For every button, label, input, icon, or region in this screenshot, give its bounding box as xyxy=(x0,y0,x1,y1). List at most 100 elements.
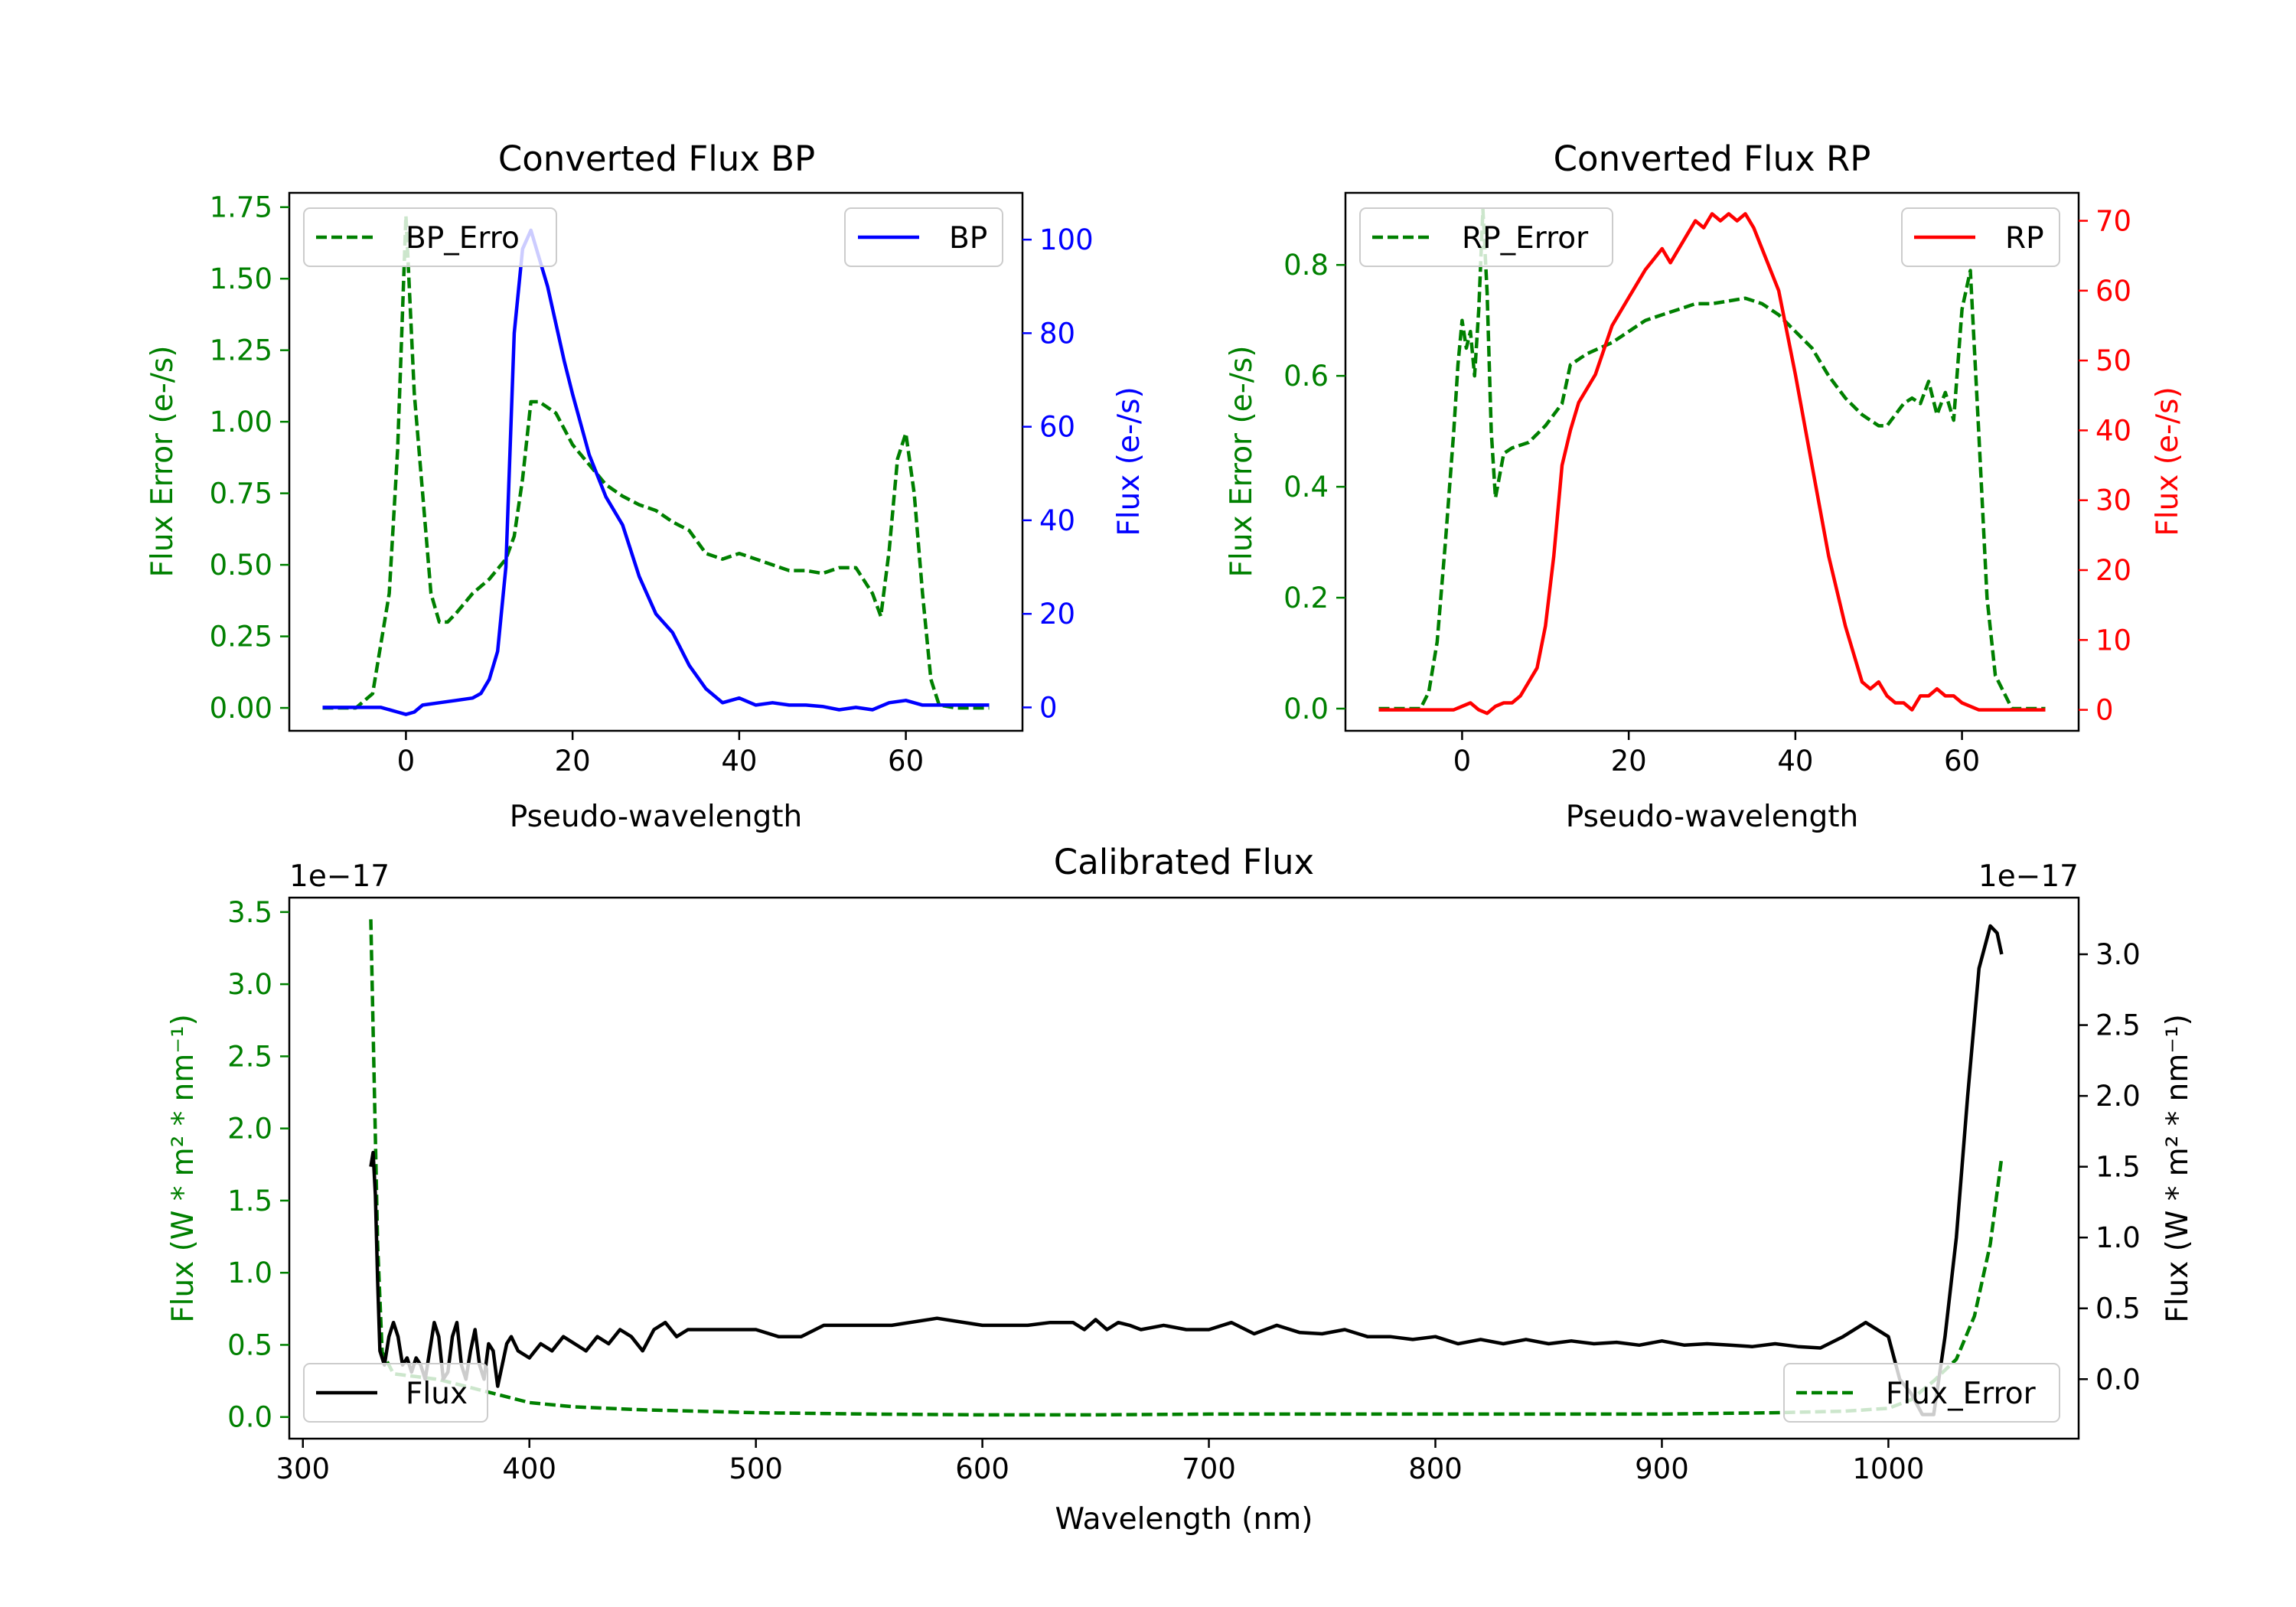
cal-right-y-tick-label: 2.0 xyxy=(2095,1080,2141,1113)
bp-right-y-tick-label: 20 xyxy=(1039,598,1075,631)
rp-x-axis-label: Pseudo-wavelength xyxy=(1566,800,1858,834)
cal-right-y-ticks: 0.0 0.5 1.0 1.5 2.0 2.5 3.0 xyxy=(2079,938,2141,1396)
cal-x-tick-label: 400 xyxy=(502,1452,556,1485)
rp-left-y-tick-label: 0.8 xyxy=(1283,249,1329,282)
cal-x-tick-label: 800 xyxy=(1408,1452,1463,1485)
panel-rp: Converted Flux RP 0 20 40 60 0.00.20.40.60.… xyxy=(1225,139,2185,834)
bp-left-y-tick-label: 0.00 xyxy=(210,692,272,725)
cal-left-y-tick-label: 0.5 xyxy=(227,1328,272,1361)
cal-x-axis-label: Wavelength (nm) xyxy=(1055,1502,1313,1537)
bp-frame xyxy=(288,191,1024,732)
cal-right-offset-label: 1e−17 xyxy=(1978,859,2079,894)
bp-right-y-ticks: 0 20 40 60 80 100 xyxy=(1022,223,1094,724)
rp-right-y-tick-label: 60 xyxy=(2095,275,2131,308)
rp-x-tick-label: 60 xyxy=(1944,745,1980,777)
bp-right-y-tick-label: 40 xyxy=(1039,504,1075,537)
rp-x-ticks: 0 20 40 60 xyxy=(1453,731,1980,777)
cal-right-y-tick-label: 1.5 xyxy=(2095,1151,2141,1184)
rp-left-y-tick-label: 0.6 xyxy=(1283,360,1329,393)
rp-series-rp-line xyxy=(1378,212,2046,715)
rp-frame xyxy=(1344,191,2080,732)
cal-left-y-tick-label: 1.5 xyxy=(227,1185,272,1217)
rp-right-y-tick-label: 40 xyxy=(2095,414,2131,447)
rp-x-tick-label: 0 xyxy=(1453,745,1472,777)
rp-right-y-tick-label: 30 xyxy=(2095,484,2131,517)
cal-frame xyxy=(288,896,2080,1440)
rp-legend-error: RP_Error xyxy=(1359,207,1613,267)
bp-right-y-tick-label: 0 xyxy=(1039,691,1058,724)
bp-x-axis-label: Pseudo-wavelength xyxy=(510,800,802,834)
cal-left-y-ticks: 0.0 0.5 1.0 1.5 2.0 2.5 3.0 3.5 xyxy=(227,896,289,1434)
cal-right-y-tick-label: 0.5 xyxy=(2095,1292,2141,1325)
rp-series-rp-error-line xyxy=(1378,207,2046,711)
cal-title: Calibrated Flux xyxy=(1054,842,1314,882)
cal-x-tick-label: 600 xyxy=(955,1452,1009,1485)
cal-left-y-tick-label: 3.0 xyxy=(227,968,272,1001)
cal-legend-error: Flux_Error xyxy=(1783,1363,2060,1423)
bp-left-y-tick-label: 1.00 xyxy=(210,406,272,438)
cal-left-offset-label: 1e−17 xyxy=(289,859,390,894)
rp-title: Converted Flux RP xyxy=(1554,139,1871,179)
cal-x-tick-label: 300 xyxy=(276,1452,330,1485)
bp-x-tick-label: 20 xyxy=(555,745,591,777)
bp-title: Converted Flux BP xyxy=(498,139,815,179)
cal-x-tick-label: 900 xyxy=(1635,1452,1689,1485)
rp-x-tick-label: 40 xyxy=(1777,745,1813,777)
rp-legend-error-label: RP_Error xyxy=(1462,221,1589,256)
rp-right-y-tick-label: 50 xyxy=(2095,344,2131,377)
cal-right-y-tick-label: 3.0 xyxy=(2095,938,2141,971)
bp-left-y-tick-label: 0.25 xyxy=(210,621,272,654)
panel-calibrated: Calibrated Flux 1e−17 1e−17 300 400 500 600… xyxy=(166,842,2195,1537)
panel-bp: Converted Flux BP 0 20 40 60 0.000.250.500.… xyxy=(145,139,1146,834)
rp-right-y-axis-label: Flux (e-/s) xyxy=(2151,386,2185,536)
bp-x-tick-label: 40 xyxy=(721,745,757,777)
bp-left-y-tick-label: 0.50 xyxy=(210,549,272,582)
rp-right-y-ticks: 0 10 20 30 40 50 60 70 xyxy=(2079,205,2131,727)
cal-legend-error-label: Flux_Error xyxy=(1886,1377,2037,1411)
bp-left-y-axis-label: Flux Error (e-/s) xyxy=(145,346,180,578)
bp-x-tick-label: 60 xyxy=(888,745,924,777)
bp-right-y-tick-label: 100 xyxy=(1039,223,1094,256)
cal-left-y-tick-label: 1.0 xyxy=(227,1257,272,1289)
cal-legend-flux-label: Flux xyxy=(406,1377,468,1411)
bp-legend-error: BP_Erro xyxy=(303,207,557,267)
rp-plot-area xyxy=(1378,207,2046,715)
rp-legend-flux-label: RP xyxy=(2005,221,2044,256)
cal-right-y-tick-label: 0.0 xyxy=(2095,1363,2141,1396)
bp-x-tick-label: 0 xyxy=(397,745,416,777)
bp-legend-flux: BP xyxy=(844,207,1003,267)
bp-left-y-tick-label: 1.50 xyxy=(210,262,272,295)
cal-x-tick-label: 700 xyxy=(1182,1452,1236,1485)
cal-left-y-tick-label: 2.5 xyxy=(227,1040,272,1073)
bp-left-y-ticks: 0.00 0.25 0.50 0.75 1.00 1.25 1.50 1.75 xyxy=(210,191,289,725)
cal-right-y-tick-label: 2.5 xyxy=(2095,1009,2141,1042)
bp-left-y-tick-label: 1.75 xyxy=(210,191,272,224)
bp-x-ticks: 0 20 40 60 xyxy=(397,731,924,777)
bp-right-y-axis-label: Flux (e-/s) xyxy=(1112,386,1146,536)
cal-left-y-tick-label: 0.0 xyxy=(227,1401,272,1434)
cal-x-ticks: 300 400 500 600 700 800 900 1000 xyxy=(276,1439,1924,1485)
bp-left-y-tick-label: 1.25 xyxy=(210,334,272,367)
rp-right-y-tick-label: 0 xyxy=(2095,694,2114,727)
cal-legend-flux: Flux xyxy=(303,1363,488,1423)
rp-left-y-tick-label: 0.4 xyxy=(1283,471,1329,504)
cal-x-tick-label: 500 xyxy=(729,1452,783,1485)
bp-legend-error-label: BP_Erro xyxy=(406,221,520,256)
rp-legend-flux: RP xyxy=(1901,207,2060,267)
cal-left-y-tick-label: 2.0 xyxy=(227,1113,272,1146)
bp-left-y-tick-label: 0.75 xyxy=(210,478,272,510)
rp-right-y-tick-label: 10 xyxy=(2095,624,2131,657)
cal-left-y-axis-label: Flux (W * m² * nm⁻¹) xyxy=(166,1014,201,1323)
rp-x-tick-label: 20 xyxy=(1611,745,1647,777)
rp-right-y-tick-label: 20 xyxy=(2095,554,2131,587)
bp-series-bp-error-line xyxy=(322,214,990,710)
cal-left-y-tick-label: 3.5 xyxy=(227,896,272,929)
cal-right-y-axis-label: Flux (W * m² * nm⁻¹) xyxy=(2161,1014,2195,1323)
rp-left-y-axis-label: Flux Error (e-/s) xyxy=(1225,346,1259,578)
rp-left-y-tick-label: 0.0 xyxy=(1283,693,1329,725)
cal-x-tick-label: 1000 xyxy=(1852,1452,1924,1485)
rp-left-y-ticks: 0.0 0.2 0.4 0.6 0.8 xyxy=(1283,249,1345,725)
rp-left-y-tick-label: 0.2 xyxy=(1283,582,1329,614)
cal-right-y-tick-label: 1.0 xyxy=(2095,1221,2141,1254)
